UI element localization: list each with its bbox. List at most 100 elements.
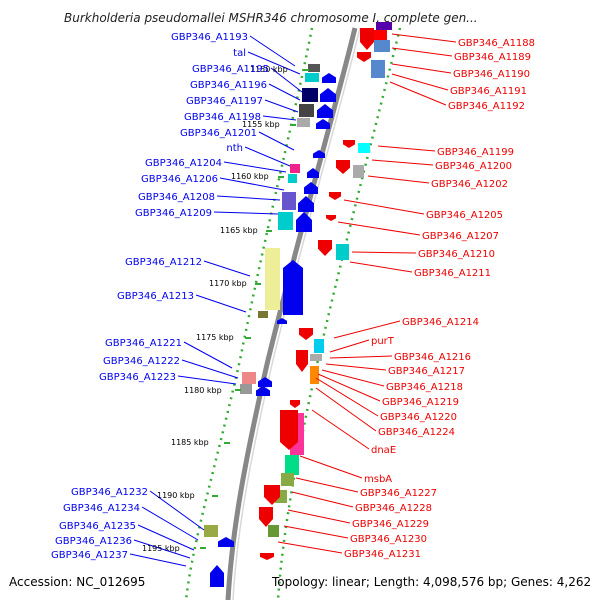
kbp-label: 1150 kbp: [250, 65, 288, 74]
forward-gene-arrow: [307, 168, 319, 178]
reverse-gene-label: GBP346_A1188: [458, 38, 535, 49]
reverse-gene-arrow: [299, 328, 313, 340]
reverse-gene-label: GBP346_A1199: [437, 147, 514, 158]
reverse-leader-line: [337, 221, 421, 236]
forward-gene-arrow: [298, 196, 314, 212]
chromosome-backbone: [225, 27, 361, 600]
reverse-leader-line: [315, 377, 379, 417]
forward-gene-label: GBP346_A1206: [141, 174, 218, 185]
forward-leader-line: [249, 35, 296, 67]
gene-box: [290, 164, 300, 173]
forward-gene-arrow: [258, 377, 272, 387]
gene-box: [310, 366, 319, 384]
forward-leader-line: [223, 161, 287, 173]
forward-gene-arrow: [283, 260, 303, 315]
gene-box: [302, 88, 318, 102]
forward-gene-label: GBP346_A1193: [171, 32, 248, 43]
reverse-gene-label: GBP346_A1211: [414, 268, 491, 279]
reverse-gene-label: GBP346_A1202: [431, 179, 508, 190]
forward-gene-label: GBP346_A1197: [186, 96, 263, 107]
reverse-gene-arrow: [326, 215, 336, 221]
forward-leader-line: [268, 83, 301, 101]
gene-box: [258, 311, 268, 318]
kbp-label: 1175 kbp: [196, 333, 234, 342]
reverse-gene-label: GBP346_A1214: [402, 317, 479, 328]
gene-box: [240, 384, 252, 394]
forward-leader-line: [219, 177, 285, 191]
forward-gene-arrow: [316, 119, 330, 129]
reverse-gene-label: msbA: [364, 474, 392, 485]
forward-leader-line: [181, 359, 239, 379]
forward-gene-arrow: [277, 318, 287, 324]
reverse-leader-line: [325, 363, 387, 371]
gene-box: [204, 525, 218, 537]
reverse-gene-label: GBP346_A1207: [422, 231, 499, 242]
forward-gene-label: nth: [226, 143, 243, 154]
reverse-leader-line: [287, 509, 351, 524]
kbp-label: 1190 kbp: [157, 491, 195, 500]
reverse-leader-line: [377, 145, 436, 152]
reverse-gene-label: dnaE: [371, 445, 396, 456]
forward-leader-line: [213, 211, 279, 215]
kbp-label: 1165 kbp: [220, 226, 258, 235]
reverse-gene-arrow: [260, 553, 274, 560]
gene-box: [265, 248, 280, 310]
forward-gene-arrow: [317, 104, 333, 118]
gene-box: [285, 455, 299, 475]
forward-gene-arrow: [218, 537, 234, 547]
backbone-highlight: [232, 27, 361, 600]
forward-leader-line: [177, 375, 237, 385]
forward-gene-label: GBP346_A1208: [138, 192, 215, 203]
forward-gene-label: GBP346_A1201: [180, 128, 257, 139]
kbp-label: 1180 kbp: [184, 386, 222, 395]
accession-text: Accession: NC_012695: [9, 575, 145, 589]
reverse-gene-label: GBP346_A1229: [352, 519, 429, 530]
gene-box: [374, 40, 390, 52]
reverse-gene-label: GBP346_A1216: [394, 352, 471, 363]
gene-box: [242, 372, 256, 384]
kbp-label: 1170 kbp: [209, 279, 247, 288]
kbp-label: 1185 kbp: [171, 438, 209, 447]
reverse-leader-line: [295, 477, 359, 493]
gene-box: [299, 104, 314, 117]
backbone-line: [225, 27, 358, 600]
reverse-leader-line: [391, 47, 453, 57]
reverse-gene-arrow: [360, 28, 374, 50]
reverse-leader-line: [329, 355, 393, 359]
forward-gene-arrow: [304, 182, 318, 194]
gene-box: [278, 212, 293, 230]
kbp-label: 1160 kbp: [231, 172, 269, 181]
reverse-gene-label: GBP346_A1192: [448, 101, 525, 112]
forward-leader-line: [258, 131, 295, 151]
forward-leader-line: [247, 51, 301, 75]
reverse-leader-line: [291, 491, 354, 508]
forward-gene-label: GBP346_A1213: [117, 291, 194, 302]
forward-leader-line: [137, 524, 195, 551]
kbp-scale: 1150 kbp 1155 kbp 1160 kbp 1165 kbp 1170 kbp…: [142, 65, 309, 553]
reverse-leader-line: [321, 369, 385, 387]
forward-gene-label: GBP346_A1195: [192, 64, 269, 75]
reverse-gene-arrow: [357, 52, 371, 62]
reverse-gene-label: GBP346_A1218: [386, 382, 463, 393]
forward-leader-line: [270, 67, 303, 93]
gene-box: [358, 143, 370, 153]
forward-leader-line: [183, 341, 233, 369]
reverse-gene-label: GBP346_A1191: [450, 86, 527, 97]
forward-gene-label: GBP346_A1222: [103, 356, 180, 367]
forward-gene-label: GBP346_A1198: [184, 112, 261, 123]
reverse-gene-arrow: [259, 507, 273, 527]
reverse-gene-label: GBP346_A1220: [380, 412, 457, 423]
reverse-leader-line: [277, 541, 343, 554]
forward-gene-label: GBP346_A1212: [125, 257, 202, 268]
map-title: Burkholderia pseudomallei MSHR346 chromo…: [64, 11, 478, 25]
forward-leader-line: [129, 553, 187, 567]
reverse-leader-line: [343, 199, 425, 215]
forward-gene-label: GBP346_A1209: [135, 208, 212, 219]
forward-gene-label: GBP346_A1235: [59, 521, 136, 532]
reverse-leader-line: [367, 175, 430, 184]
forward-gene-label: GBP346_A1223: [99, 372, 176, 383]
gene-box: [288, 174, 297, 183]
forward-leader-line: [244, 146, 291, 167]
forward-gene-arrow: [256, 386, 270, 396]
